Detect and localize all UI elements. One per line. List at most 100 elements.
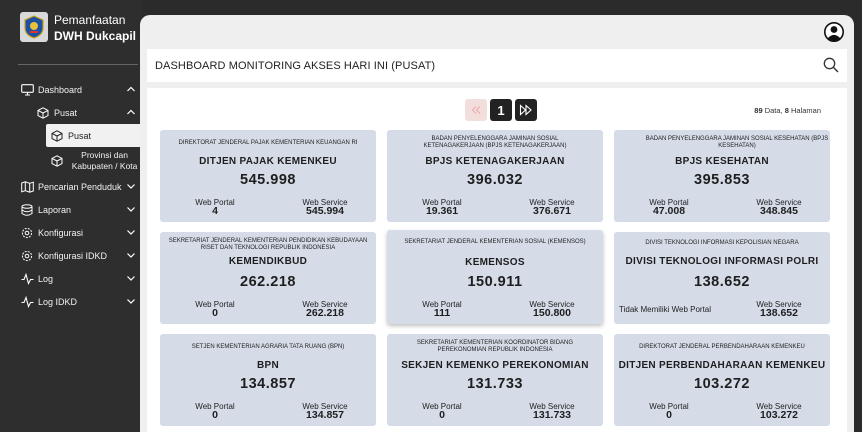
sidebar: Pemanfaatan DWH Dukcapil Dashboard Pusat… <box>0 0 142 432</box>
previous-page-button[interactable] <box>465 99 487 121</box>
chevron-down-icon <box>127 184 135 189</box>
sidebar-item-laporan[interactable]: Laporan <box>0 198 142 221</box>
monitor-icon <box>20 83 34 97</box>
chevron-down-icon <box>127 230 135 235</box>
card-name: SEKJEN KEMENKO PEREKONOMIAN <box>401 360 589 371</box>
web-portal-value: 0 <box>212 307 218 319</box>
card-web-service: Web Service 131.733 <box>517 402 587 420</box>
web-service-value: 103.272 <box>760 409 798 421</box>
chevron-up-icon <box>127 109 135 115</box>
page-header: DASHBOARD MONITORING AKSES HARI INI (PUS… <box>147 49 847 82</box>
web-portal-value: 4 <box>212 205 218 217</box>
web-portal-label: Web Portal <box>422 198 462 207</box>
card-org: BADAN PENYELENGGARA JAMINAN SOSIAL KETEN… <box>423 136 567 149</box>
stat-card[interactable]: BADAN PENYELENGGARA JAMINAN SOSIAL KESEH… <box>614 130 830 222</box>
card-web-portal: Web Portal 0 <box>412 402 472 420</box>
card-total: 262.218 <box>240 274 296 290</box>
card-total: 131.733 <box>467 376 523 392</box>
activity-icon <box>20 295 34 309</box>
chevron-down-icon <box>127 207 135 212</box>
stat-card[interactable]: SEKRETARIAT JENDERAL KEMENTERIAN PENDIDI… <box>160 232 376 324</box>
sidebar-item-log[interactable]: Log <box>0 267 142 290</box>
stat-card[interactable]: DIREKTORAT JENDERAL PAJAK KEMENTERIAN KE… <box>160 130 376 222</box>
stat-card[interactable]: BADAN PENYELENGGARA JAMINAN SOSIAL KETEN… <box>387 130 603 222</box>
card-org: SEKRETARIAT KEMENTERIAN KOORDINATOR BIDA… <box>416 340 574 353</box>
stat-card[interactable]: SETJEN KEMENTERIAN AGRARIA TATA RUANG (B… <box>160 334 376 426</box>
web-service-value: 262.218 <box>306 307 344 319</box>
sidebar-item-konfigurasi[interactable]: Konfigurasi <box>0 221 142 244</box>
card-web-service: Web Service 348.845 <box>744 198 814 216</box>
card-name: BPJS KETENAGAKERJAAN <box>425 156 565 167</box>
data-label: Data, <box>762 106 785 115</box>
card-name: BPJS KESEHATAN <box>675 156 769 167</box>
card-web-service: Web Service 138.652 <box>744 300 814 318</box>
sidebar-item-provinsi[interactable]: Provinsi dan Kabupaten / Kota <box>0 147 142 175</box>
web-service-label: Web Service <box>529 198 575 207</box>
sidebar-item-label: Pusat <box>54 107 78 118</box>
card-total: 103.272 <box>694 376 750 392</box>
sidebar-item-pencarian[interactable]: Pencarian Penduduk <box>0 175 142 198</box>
sidebar-item-label: Log <box>38 273 54 284</box>
sidebar-item-log-idkd[interactable]: Log IDKD <box>0 290 142 313</box>
card-web-portal: Web Portal 0 <box>185 402 245 420</box>
web-portal-label: Web Portal <box>649 402 689 411</box>
stat-card[interactable]: DIREKTORAT JENDERAL PERBENDAHARAAN KEMEN… <box>614 334 830 426</box>
card-total: 134.857 <box>240 376 296 392</box>
chevron-up-icon <box>127 86 135 92</box>
fast-forward-icon <box>519 104 532 116</box>
web-portal-label: Web Portal <box>195 402 235 411</box>
card-web-service: Web Service 262.218 <box>290 300 360 318</box>
web-service-label: Web Service <box>529 300 575 309</box>
stat-card[interactable]: SEKRETARIAT KEMENTERIAN KOORDINATOR BIDA… <box>387 334 603 426</box>
card-name: DITJEN PAJAK KEMENKEU <box>199 156 337 167</box>
page-title: DASHBOARD MONITORING AKSES HARI INI (PUS… <box>155 59 436 72</box>
data-count: 89 Data, 8 Halaman <box>754 106 821 115</box>
stat-card[interactable]: DIVISI TEKNOLOGI INFORMASI KEPOLISIAN NE… <box>614 232 830 324</box>
sidebar-item-label: Log IDKD <box>38 296 78 307</box>
card-web-service: Web Service 545.994 <box>290 198 360 216</box>
card-org: SETJEN KEMENTERIAN AGRARIA TATA RUANG (B… <box>191 344 345 350</box>
sidebar-item-konfigurasi-idkd[interactable]: Konfigurasi IDKD <box>0 244 142 267</box>
pages-label: Halaman <box>788 106 821 115</box>
settings-icon <box>20 249 34 263</box>
search-icon[interactable] <box>823 57 839 73</box>
card-web-service: Web Service 376.671 <box>517 198 587 216</box>
card-web-service: Web Service 150.800 <box>517 300 587 318</box>
sidebar-item-label: Laporan <box>38 204 72 215</box>
web-service-value: 150.800 <box>533 307 571 319</box>
current-page-button[interactable]: 1 <box>490 99 512 121</box>
card-total: 395.853 <box>694 172 750 188</box>
sidebar-divider <box>18 64 138 65</box>
total-data: 89 <box>754 106 763 115</box>
card-web-portal: Web Portal 19.361 <box>412 198 472 216</box>
card-web-service: Web Service 103.272 <box>744 402 814 420</box>
user-avatar-icon[interactable] <box>824 22 844 42</box>
pagination: 1 <box>465 99 537 121</box>
stat-card[interactable]: SEKRETARIAT JENDERAL KEMENTERIAN SOSIAL … <box>387 230 603 324</box>
chevron-down-icon <box>127 276 135 281</box>
sidebar-item-pusat-group[interactable]: Pusat <box>0 101 142 124</box>
card-name: KEMENDIKBUD <box>228 256 308 267</box>
card-name: DIVISI TEKNOLOGI INFORMASI POLRI <box>625 256 819 267</box>
chevron-down-icon <box>127 299 135 304</box>
next-page-button[interactable] <box>515 99 537 121</box>
sidebar-menu: Dashboard Pusat Pusat Provinsi dan Kabup… <box>0 78 142 313</box>
brand[interactable]: Pemanfaatan DWH Dukcapil <box>20 12 136 44</box>
card-name: KEMENSOS <box>465 257 525 268</box>
map-icon <box>20 180 34 194</box>
sidebar-item-pusat[interactable]: Pusat <box>46 124 142 147</box>
card-total: 396.032 <box>467 172 523 188</box>
brand-line2: DWH Dukcapil <box>54 29 137 43</box>
card-org: DIREKTORAT JENDERAL PERBENDAHARAAN KEMEN… <box>639 344 805 350</box>
brand-line1: Pemanfaatan <box>54 13 126 27</box>
web-service-label: Web Service <box>756 402 802 411</box>
dashboard-content: 1 89 Data, 8 Halaman DIREKTORAT JENDERAL… <box>147 88 847 432</box>
settings-icon <box>20 226 34 240</box>
card-web-portal: Web Portal 47.008 <box>639 198 699 216</box>
sidebar-item-label: Pencarian Penduduk <box>38 181 122 192</box>
sidebar-item-dashboard[interactable]: Dashboard <box>0 78 142 101</box>
card-org: DIREKTORAT JENDERAL PAJAK KEMENTERIAN KE… <box>178 140 358 146</box>
web-service-label: Web Service <box>756 300 802 309</box>
sidebar-item-label: Pusat <box>68 130 92 141</box>
card-org: SEKRETARIAT JENDERAL KEMENTERIAN PENDIDI… <box>168 238 368 251</box>
